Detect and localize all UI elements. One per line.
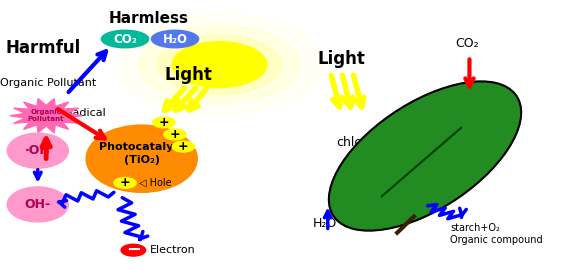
Text: H₂O: H₂O	[163, 33, 188, 45]
Circle shape	[172, 141, 194, 152]
Text: CO₂: CO₂	[113, 33, 137, 45]
Text: H₂O: H₂O	[313, 217, 337, 230]
Circle shape	[121, 244, 146, 256]
Circle shape	[114, 178, 136, 188]
Text: Photocatalyst
(TiO₂): Photocatalyst (TiO₂)	[98, 142, 185, 165]
Ellipse shape	[329, 82, 521, 231]
Circle shape	[172, 42, 267, 87]
Text: +: +	[178, 140, 189, 153]
Text: OH-: OH-	[25, 198, 51, 211]
Polygon shape	[10, 99, 82, 133]
Ellipse shape	[7, 133, 68, 168]
Text: Electron: Electron	[150, 245, 195, 255]
Text: starch+O₂
Organic compound: starch+O₂ Organic compound	[450, 223, 542, 245]
Text: CO₂: CO₂	[455, 37, 479, 49]
Circle shape	[164, 129, 186, 140]
Circle shape	[116, 14, 323, 115]
Ellipse shape	[151, 30, 199, 48]
Text: Light: Light	[318, 50, 366, 68]
Text: +: +	[159, 116, 169, 129]
Text: ·OH: ·OH	[25, 144, 51, 157]
Text: Harmful: Harmful	[6, 40, 81, 57]
Text: Radical: Radical	[66, 108, 106, 118]
Text: ◁ Hole: ◁ Hole	[139, 178, 172, 188]
Text: +: +	[170, 128, 180, 141]
Text: +: +	[120, 176, 131, 189]
Text: Organic Pollutant: Organic Pollutant	[0, 78, 96, 89]
Text: chlorophyll: chlorophyll	[336, 136, 405, 149]
Circle shape	[158, 35, 281, 94]
Text: Organic
Pollutant: Organic Pollutant	[28, 109, 64, 122]
Text: Light: Light	[165, 66, 213, 84]
Circle shape	[153, 117, 175, 128]
Text: Harmless: Harmless	[108, 11, 188, 26]
Circle shape	[139, 26, 299, 104]
Ellipse shape	[7, 187, 68, 222]
Ellipse shape	[86, 125, 197, 192]
Text: −: −	[126, 241, 141, 259]
Ellipse shape	[101, 30, 149, 48]
